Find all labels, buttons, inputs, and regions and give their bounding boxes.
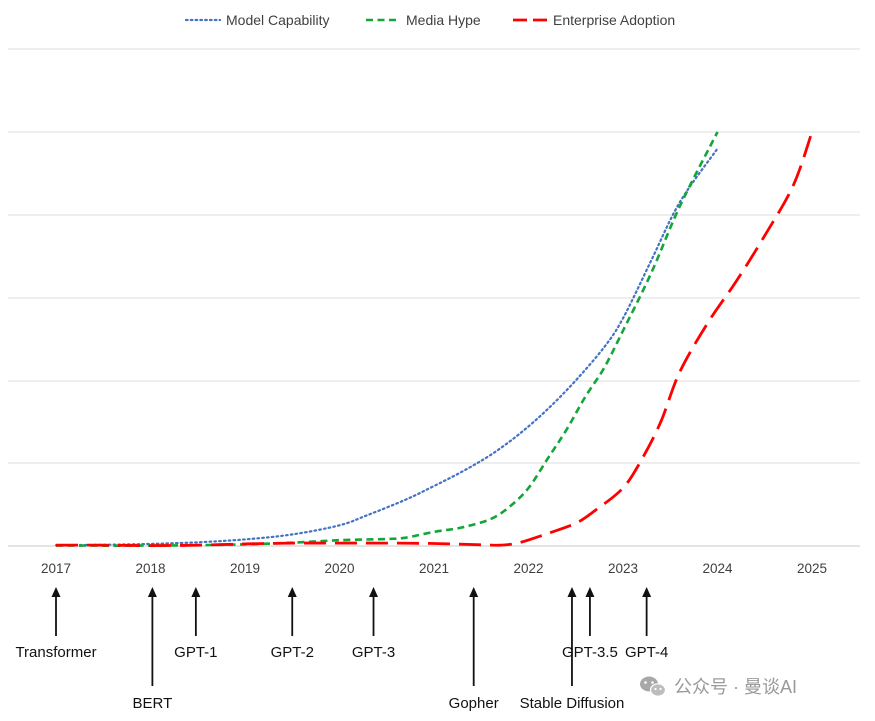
x-tick-label: 2018 xyxy=(135,561,165,576)
milestone-arrowhead xyxy=(469,587,479,597)
milestone-arrowhead xyxy=(642,587,652,597)
series-line-enterprise-adoption xyxy=(55,131,814,548)
milestone-label: GPT-3 xyxy=(352,644,395,661)
milestone-label: Transformer xyxy=(15,644,96,661)
milestone-label: BERT xyxy=(133,695,173,712)
x-tick-label: 2020 xyxy=(324,561,354,576)
x-tick-label: 2019 xyxy=(230,561,260,576)
milestone-label: Gopher xyxy=(449,695,499,712)
milestone-arrowhead xyxy=(287,587,297,597)
x-tick-label: 2017 xyxy=(41,561,71,576)
milestone-arrowhead xyxy=(191,587,201,597)
legend-entry: Media Hype xyxy=(406,12,481,28)
watermark: 公众号 · 曼谈AI xyxy=(640,676,797,697)
milestone-arrowhead xyxy=(369,587,379,597)
series-line-model-capability xyxy=(54,147,719,547)
milestone-arrowhead xyxy=(147,587,157,597)
milestone-arrowhead xyxy=(51,587,61,597)
milestone-label: GPT-1 xyxy=(174,644,217,661)
milestone-annotations: Transformer BERT GPT-1 GPT-2 GPT-3 Gopher Stab… xyxy=(15,587,668,712)
series-lines xyxy=(54,131,814,548)
x-tick-label: 2024 xyxy=(702,561,733,576)
milestone-arrowhead xyxy=(567,587,577,597)
legend: Model Capability Media Hype Enterprise Ado… xyxy=(184,12,675,28)
wechat-icon xyxy=(640,676,667,697)
milestone-label: GPT-3.5 xyxy=(562,644,618,661)
gridlines xyxy=(8,48,860,547)
x-tick-label: 2023 xyxy=(608,561,638,576)
x-tick-label: 2022 xyxy=(513,561,543,576)
legend-entry: Model Capability xyxy=(226,12,330,28)
series-line-media-hype xyxy=(55,131,719,547)
milestone-label: GPT-2 xyxy=(271,644,314,661)
milestone-label: GPT-4 xyxy=(625,644,668,661)
milestone-label: Stable Diffusion xyxy=(520,695,625,712)
x-tick-label: 2025 xyxy=(797,561,827,576)
legend-entry: Enterprise Adoption xyxy=(553,12,675,28)
milestone-arrowhead xyxy=(585,587,595,597)
watermark-text: 公众号 · 曼谈AI xyxy=(674,677,797,697)
x-tick-label: 2021 xyxy=(419,561,449,576)
x-axis-ticks: 2017 2018 2019 2020 2021 2022 2023 2024 2025 xyxy=(41,561,827,576)
